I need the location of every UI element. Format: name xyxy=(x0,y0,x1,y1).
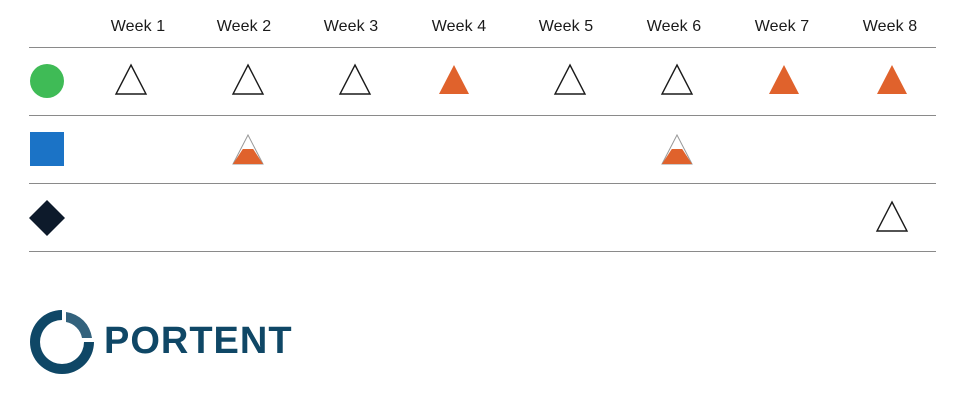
triangle-partial-icon xyxy=(660,133,694,167)
triangle-outline-icon xyxy=(875,200,909,234)
portent-logo-icon xyxy=(30,310,94,374)
portent-logo: PORTENT xyxy=(26,308,292,378)
triangle-outline-icon xyxy=(660,63,694,97)
week-label: Week 7 xyxy=(754,18,810,35)
triangle-filled-icon xyxy=(767,63,801,97)
triangle-outline-icon xyxy=(231,63,265,97)
week-label: Week 3 xyxy=(323,18,379,35)
week-label: Week 6 xyxy=(646,18,702,35)
row-divider xyxy=(29,251,936,252)
week-label: Week 2 xyxy=(216,18,272,35)
row-divider xyxy=(29,115,936,116)
green-circle-icon xyxy=(30,64,64,103)
black-diamond-icon xyxy=(29,200,65,241)
week-label: Week 8 xyxy=(862,18,918,35)
week-label: Week 1 xyxy=(110,18,166,35)
row-divider xyxy=(29,47,936,48)
triangle-filled-icon xyxy=(437,63,471,97)
row-divider xyxy=(29,183,936,184)
blue-square-icon xyxy=(30,132,64,171)
triangle-filled-icon xyxy=(875,63,909,97)
triangle-outline-icon xyxy=(114,63,148,97)
week-label: Week 4 xyxy=(431,18,487,35)
triangle-outline-icon xyxy=(553,63,587,97)
week-header-row: Week 1 Week 2 Week 3 Week 4 Week 5 Week … xyxy=(0,18,964,44)
week-label: Week 5 xyxy=(538,18,594,35)
logo-text: PORTENT xyxy=(104,320,293,362)
triangle-partial-icon xyxy=(231,133,265,167)
triangle-outline-icon xyxy=(338,63,372,97)
